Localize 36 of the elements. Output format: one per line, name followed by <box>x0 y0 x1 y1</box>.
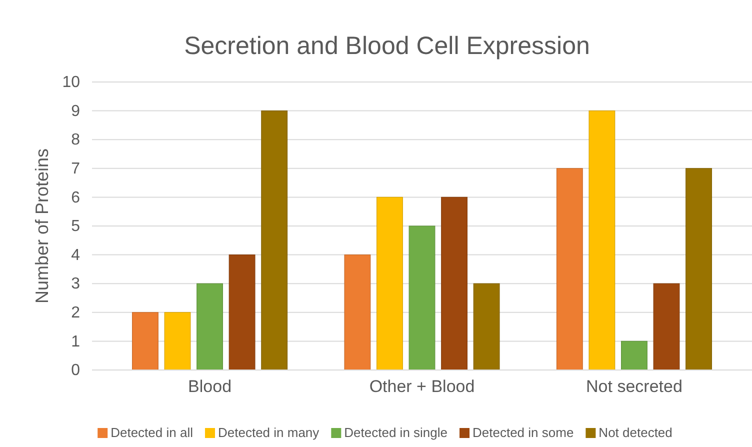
x-tick-label: Other + Blood <box>369 377 475 396</box>
y-tick-label: 10 <box>62 74 80 92</box>
bar <box>441 196 468 370</box>
bar <box>164 312 191 370</box>
y-tick-label: 8 <box>71 132 80 149</box>
bar <box>344 254 371 370</box>
bar <box>196 283 223 370</box>
bar <box>376 196 403 370</box>
y-tick-label: 5 <box>71 218 80 236</box>
y-tick-label: 0 <box>71 362 80 380</box>
bar <box>621 340 648 370</box>
legend-label: Detected in many <box>218 425 320 440</box>
y-tick-label: 6 <box>71 189 80 206</box>
bar <box>261 110 288 370</box>
bar <box>653 283 680 370</box>
bar <box>556 168 583 370</box>
bar <box>473 283 500 370</box>
bar <box>686 168 712 370</box>
legend-label: Detected in some <box>472 425 574 440</box>
y-axis-title: Number of Proteins <box>32 148 52 304</box>
x-tick-label: Not secreted <box>586 377 682 396</box>
y-tick-label: 7 <box>71 160 80 178</box>
y-tick-label: 3 <box>71 276 80 293</box>
x-tick-label: Blood <box>188 377 232 396</box>
bar <box>588 110 616 370</box>
legend-label: Not detected <box>598 425 672 440</box>
y-tick-label: 2 <box>71 304 80 322</box>
chart-title: Secretion and Blood Cell Expression <box>184 32 590 60</box>
y-tick-label: 1 <box>71 333 80 350</box>
bar <box>408 226 436 370</box>
bar <box>228 254 256 370</box>
legend-label: Detected in single <box>344 425 448 440</box>
bar <box>132 312 158 370</box>
legend-label: Detected in all <box>110 425 194 440</box>
y-tick-label: 9 <box>71 102 80 120</box>
y-tick-label: 4 <box>71 246 80 264</box>
